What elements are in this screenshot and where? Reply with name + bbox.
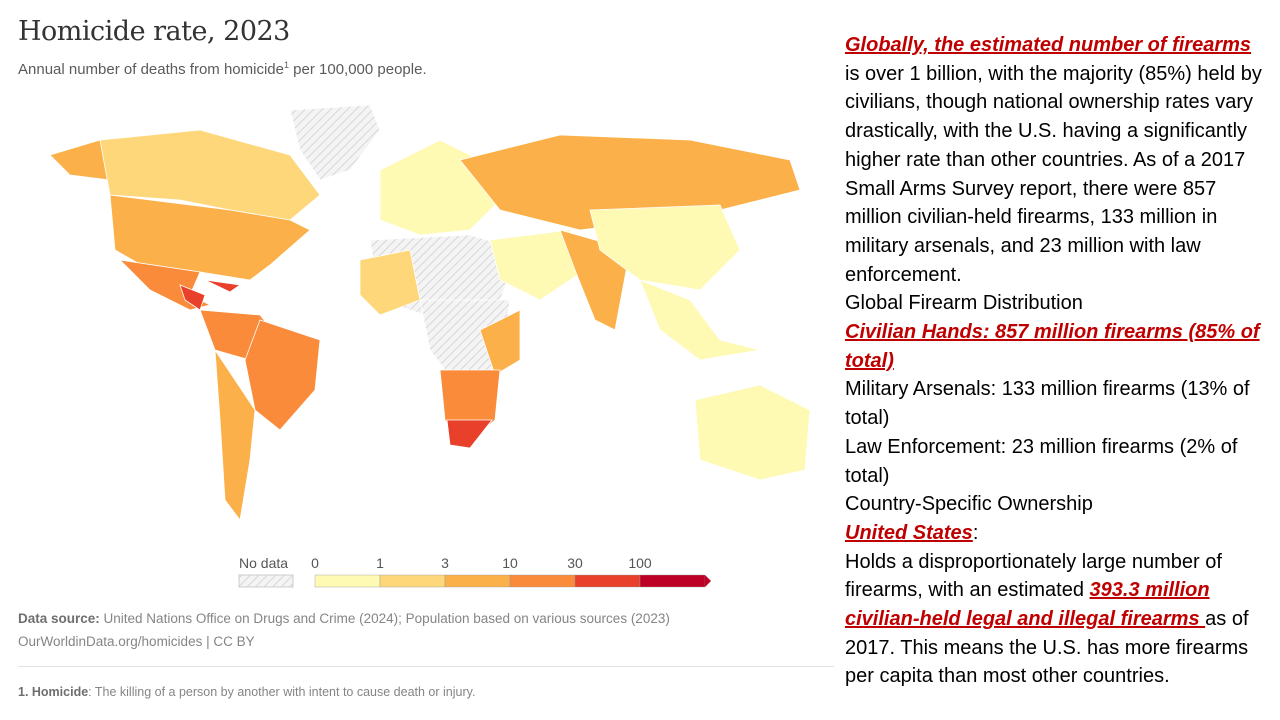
legend-bin — [639, 574, 706, 588]
footnote-marker: 1 — [283, 60, 289, 70]
legend-tick-label: 10 — [502, 555, 518, 571]
australia — [694, 384, 811, 481]
heading-distribution: Global Firearm Distribution — [845, 292, 1083, 315]
legend-bin — [444, 574, 511, 588]
us-heading: United States — [845, 521, 973, 544]
subtitle-tail: per 100,000 people. — [289, 61, 427, 78]
west-africa — [359, 249, 421, 316]
legend-nodata-label: No data — [239, 555, 289, 571]
heading-country: Country-Specific Ownership — [845, 493, 1093, 516]
greenland — [289, 104, 381, 181]
legend-bin — [509, 574, 576, 588]
legend-tick-label: 100 — [628, 555, 652, 571]
legend-nodata-swatch — [238, 574, 294, 588]
source-url[interactable]: OurWorldinData.org/homicides | CC BY — [18, 634, 255, 649]
legend-tick-label: 1 — [376, 555, 384, 571]
legend-tick-label: 0 — [311, 555, 319, 571]
middle-east — [489, 229, 586, 301]
highlight-us-firearms: 393.3 million civilian-held legal and il… — [845, 579, 1210, 631]
us-colon: : — [972, 521, 979, 544]
chart-title: Homicide rate, 2023 — [18, 16, 290, 47]
china — [589, 204, 741, 291]
legend: No data 0 1 3 10 30 100 — [236, 555, 716, 595]
civilian-line: Civilian Hands: 857 million firearms (85… — [845, 321, 1260, 372]
law-line: Law Enforcement: 23 million firearms (2%… — [845, 435, 1238, 487]
intro-text: is over 1 billion, with the majority (85… — [845, 62, 1262, 286]
us-text-b: as of 2017. This means the U.S. has more… — [845, 608, 1249, 688]
chart-subtitle: Annual number of deaths from homicide1 p… — [18, 60, 427, 78]
source-text: United Nations Office on Drugs and Crime… — [99, 611, 670, 626]
south-africa — [446, 419, 493, 449]
legend-scale — [238, 574, 711, 588]
legend-tick-label: 30 — [567, 555, 583, 571]
intro-paragraph: Globally, the estimated number of firear… — [845, 31, 1270, 289]
brazil — [244, 319, 321, 431]
text-panel: Globally, the estimated number of firear… — [845, 31, 1270, 691]
footnote: 1. Homicide: The killing of a person by … — [18, 685, 475, 699]
legend-bin — [314, 574, 381, 588]
source-label: Data source: — [18, 611, 100, 626]
east-africa — [479, 309, 521, 376]
southeast-asia — [639, 279, 761, 361]
caribbean — [204, 279, 242, 293]
highlight-firearms: Globally, the estimated number of firear… — [845, 34, 1252, 56]
usa — [109, 194, 311, 281]
south-america-south — [214, 348, 256, 521]
us-text-a: Holds a disproportionately large number … — [845, 550, 1222, 602]
legend-tick-label: 3 — [441, 555, 449, 571]
data-source: Data source: United Nations Office on Dr… — [18, 611, 670, 626]
military-line: Military Arsenals: 133 million firearms … — [845, 378, 1250, 430]
subtitle-text: Annual number of deaths from homicide — [18, 61, 284, 78]
legend-bin — [574, 574, 641, 588]
legend-arrow — [705, 575, 711, 587]
legend-bin — [379, 574, 446, 588]
footnote-text: : The killing of a person by another wit… — [88, 685, 476, 699]
footnote-label: 1. Homicide — [18, 685, 89, 699]
us-paragraph: Holds a disproportionately large number … — [845, 548, 1270, 692]
world-map — [49, 104, 811, 521]
divider — [18, 666, 834, 667]
